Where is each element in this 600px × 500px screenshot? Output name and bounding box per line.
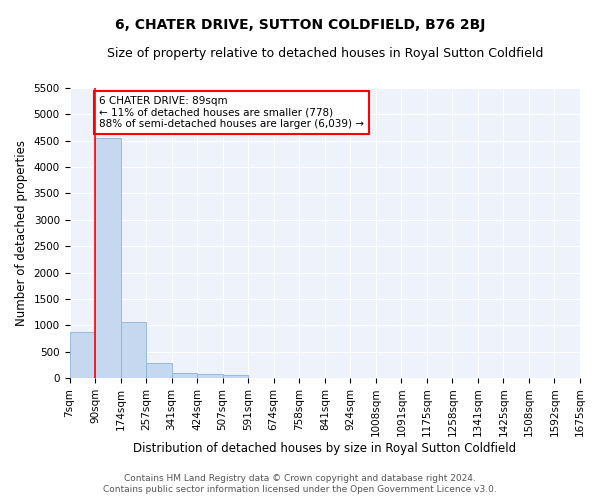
Bar (70, 332, 95, 378)
Bar (146, 364, 172, 378)
X-axis label: Distribution of detached houses by size in Royal Sutton Coldfield: Distribution of detached houses by size … (133, 442, 517, 455)
Text: Contains HM Land Registry data © Crown copyright and database right 2024.
Contai: Contains HM Land Registry data © Crown c… (103, 474, 497, 494)
Bar (223, 375, 248, 378)
Text: 6 CHATER DRIVE: 89sqm
← 11% of detached houses are smaller (778)
88% of semi-det: 6 CHATER DRIVE: 89sqm ← 11% of detached … (99, 96, 364, 129)
Bar (121, 322, 146, 378)
Bar (95, 138, 121, 378)
Y-axis label: Number of detached properties: Number of detached properties (15, 140, 28, 326)
Title: Size of property relative to detached houses in Royal Sutton Coldfield: Size of property relative to detached ho… (107, 48, 543, 60)
Bar (172, 373, 197, 378)
Text: 6, CHATER DRIVE, SUTTON COLDFIELD, B76 2BJ: 6, CHATER DRIVE, SUTTON COLDFIELD, B76 2… (115, 18, 485, 32)
Bar (197, 374, 223, 378)
